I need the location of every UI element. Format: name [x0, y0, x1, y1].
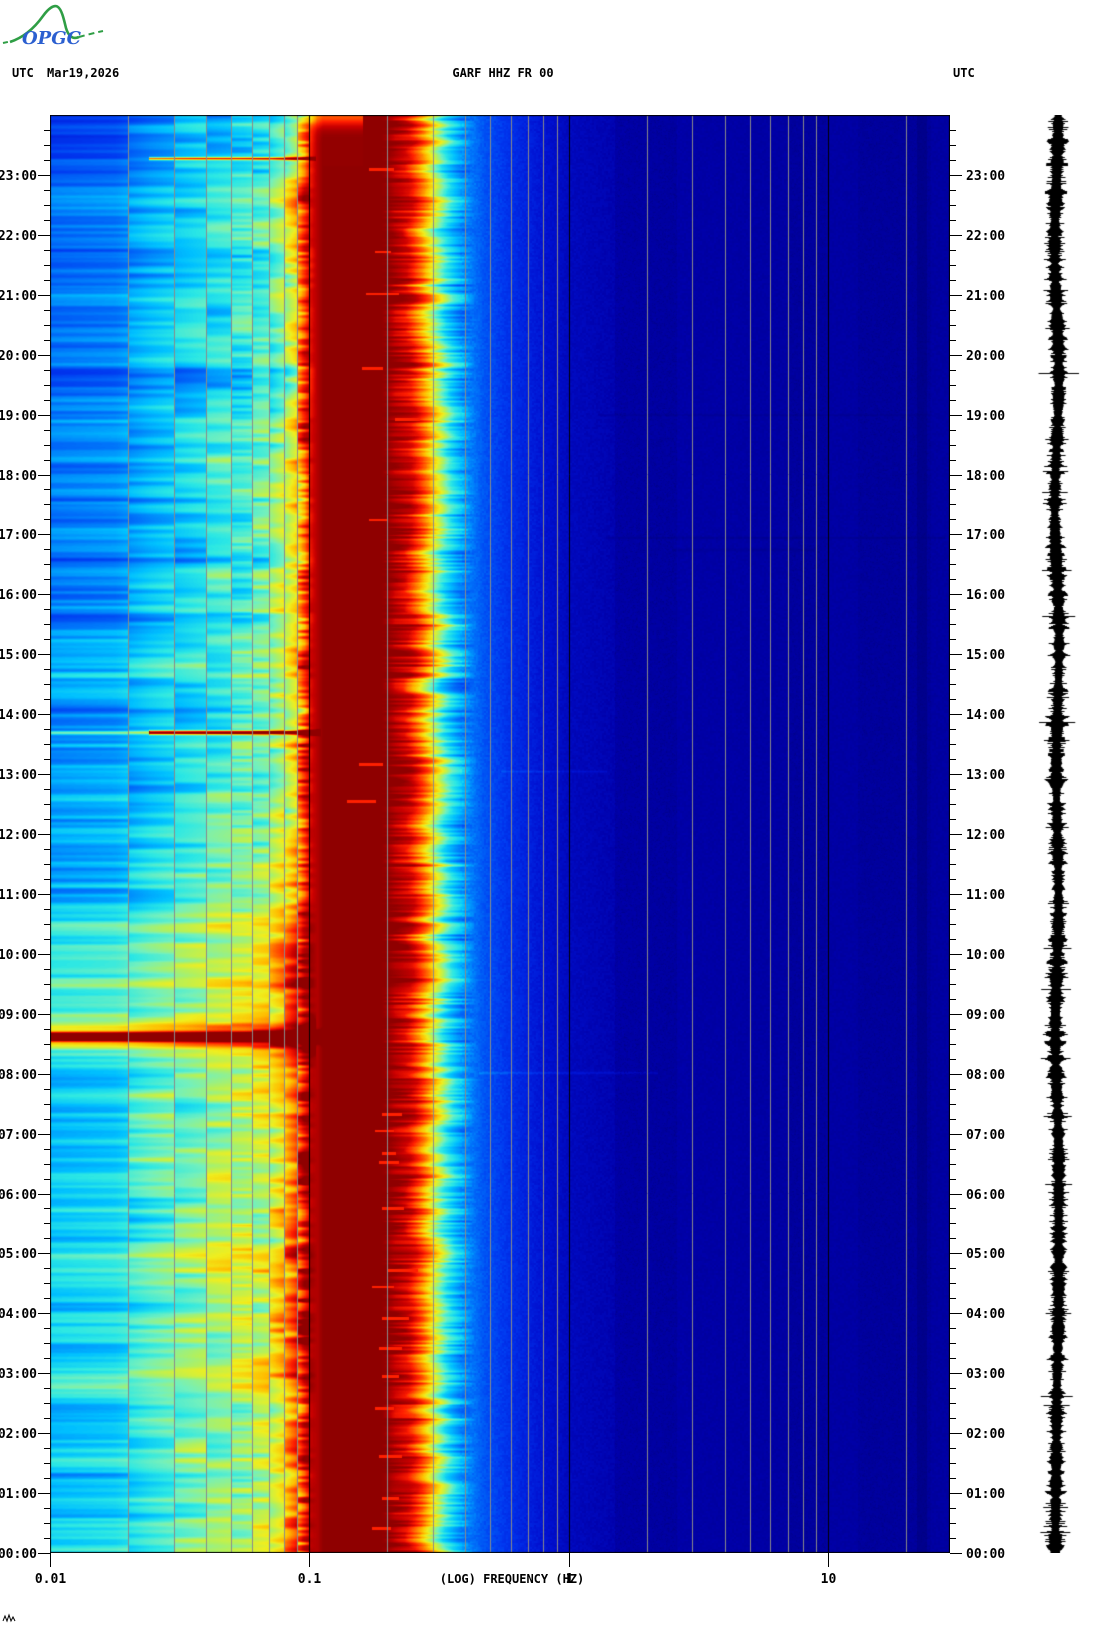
y-tick-label-left: 10:00: [0, 948, 37, 963]
y-tick-label-left: 23:00: [0, 169, 37, 184]
logo-curve: [9, 4, 80, 44]
y-tick-label-left: 11:00: [0, 888, 37, 903]
y-tick-label-right: 07:00: [966, 1128, 1005, 1143]
y-tick-label-right: 23:00: [966, 169, 1005, 184]
y-tick-label-left: 18:00: [0, 469, 37, 484]
y-tick-label-left: 22:00: [0, 229, 37, 244]
y-tick-label-right: 00:00: [966, 1547, 1005, 1562]
y-tick-label-right: 22:00: [966, 229, 1005, 244]
y-tick-label-right: 11:00: [966, 888, 1005, 903]
y-tick-label-left: 08:00: [0, 1068, 37, 1083]
y-tick-label-left: 01:00: [0, 1487, 37, 1502]
y-tick-label-left: 02:00: [0, 1427, 37, 1442]
date-label: Mar19,2026: [47, 66, 120, 80]
y-tick-label-right: 03:00: [966, 1367, 1005, 1382]
y-tick-label-right: 06:00: [966, 1188, 1005, 1203]
y-tick-label-left: 09:00: [0, 1008, 37, 1023]
y-tick-label-right: 05:00: [966, 1247, 1005, 1262]
utc-label-left: UTC: [12, 66, 34, 80]
y-tick-label-left: 20:00: [0, 349, 37, 364]
y-tick-label-right: 04:00: [966, 1307, 1005, 1322]
y-tick-label-right: 15:00: [966, 648, 1005, 663]
y-tick-label-right: 01:00: [966, 1487, 1005, 1502]
y-tick-label-right: 13:00: [966, 768, 1005, 783]
logo-text: OPGC: [22, 28, 82, 49]
y-tick-label-right: 12:00: [966, 828, 1005, 843]
y-tick-label-left: 15:00: [0, 648, 37, 663]
x-tick-label: 10: [821, 1572, 837, 1587]
y-tick-label-left: 19:00: [0, 409, 37, 424]
y-tick-label-left: 00:00: [0, 1547, 37, 1562]
y-tick-label-left: 12:00: [0, 828, 37, 843]
y-tick-label-left: 13:00: [0, 768, 37, 783]
y-tick-label-right: 02:00: [966, 1427, 1005, 1442]
y-tick-label-left: 16:00: [0, 588, 37, 603]
logo-curve-dash-right: [78, 30, 104, 38]
logo-curve-dash-left: [2, 40, 13, 44]
x-axis-label: (LOG) FREQUENCY (HZ): [439, 1572, 585, 1586]
y-tick-label-right: 16:00: [966, 588, 1005, 603]
y-tick-label-left: 17:00: [0, 528, 37, 543]
station-title: GARF HHZ FR 00: [452, 66, 554, 80]
spectrogram-canvas: [50, 115, 950, 1553]
y-tick-label-left: 05:00: [0, 1247, 37, 1262]
y-tick-label-right: 17:00: [966, 528, 1005, 543]
utc-label-right: UTC: [953, 66, 975, 80]
x-tick-label: 0.01: [35, 1572, 66, 1587]
x-tick-label: 0.1: [298, 1572, 322, 1587]
y-tick-label-right: 14:00: [966, 708, 1005, 723]
y-tick-label-right: 18:00: [966, 469, 1005, 484]
y-tick-label-right: 20:00: [966, 349, 1005, 364]
y-tick-label-right: 10:00: [966, 948, 1005, 963]
y-tick-label-right: 19:00: [966, 409, 1005, 424]
opgc-logo: OPGC: [2, 4, 104, 49]
y-tick-label-right: 21:00: [966, 289, 1005, 304]
y-tick-label-left: 21:00: [0, 289, 37, 304]
y-tick-label-right: 09:00: [966, 1008, 1005, 1023]
y-tick-label-left: 06:00: [0, 1188, 37, 1203]
corner-mark-icon: [2, 1613, 16, 1623]
y-tick-label-right: 08:00: [966, 1068, 1005, 1083]
y-tick-label-left: 07:00: [0, 1128, 37, 1143]
y-tick-label-left: 14:00: [0, 708, 37, 723]
y-tick-label-left: 04:00: [0, 1307, 37, 1322]
y-tick-label-left: 03:00: [0, 1367, 37, 1382]
x-tick-label: 1: [566, 1572, 574, 1587]
trace-canvas: [1030, 115, 1086, 1553]
